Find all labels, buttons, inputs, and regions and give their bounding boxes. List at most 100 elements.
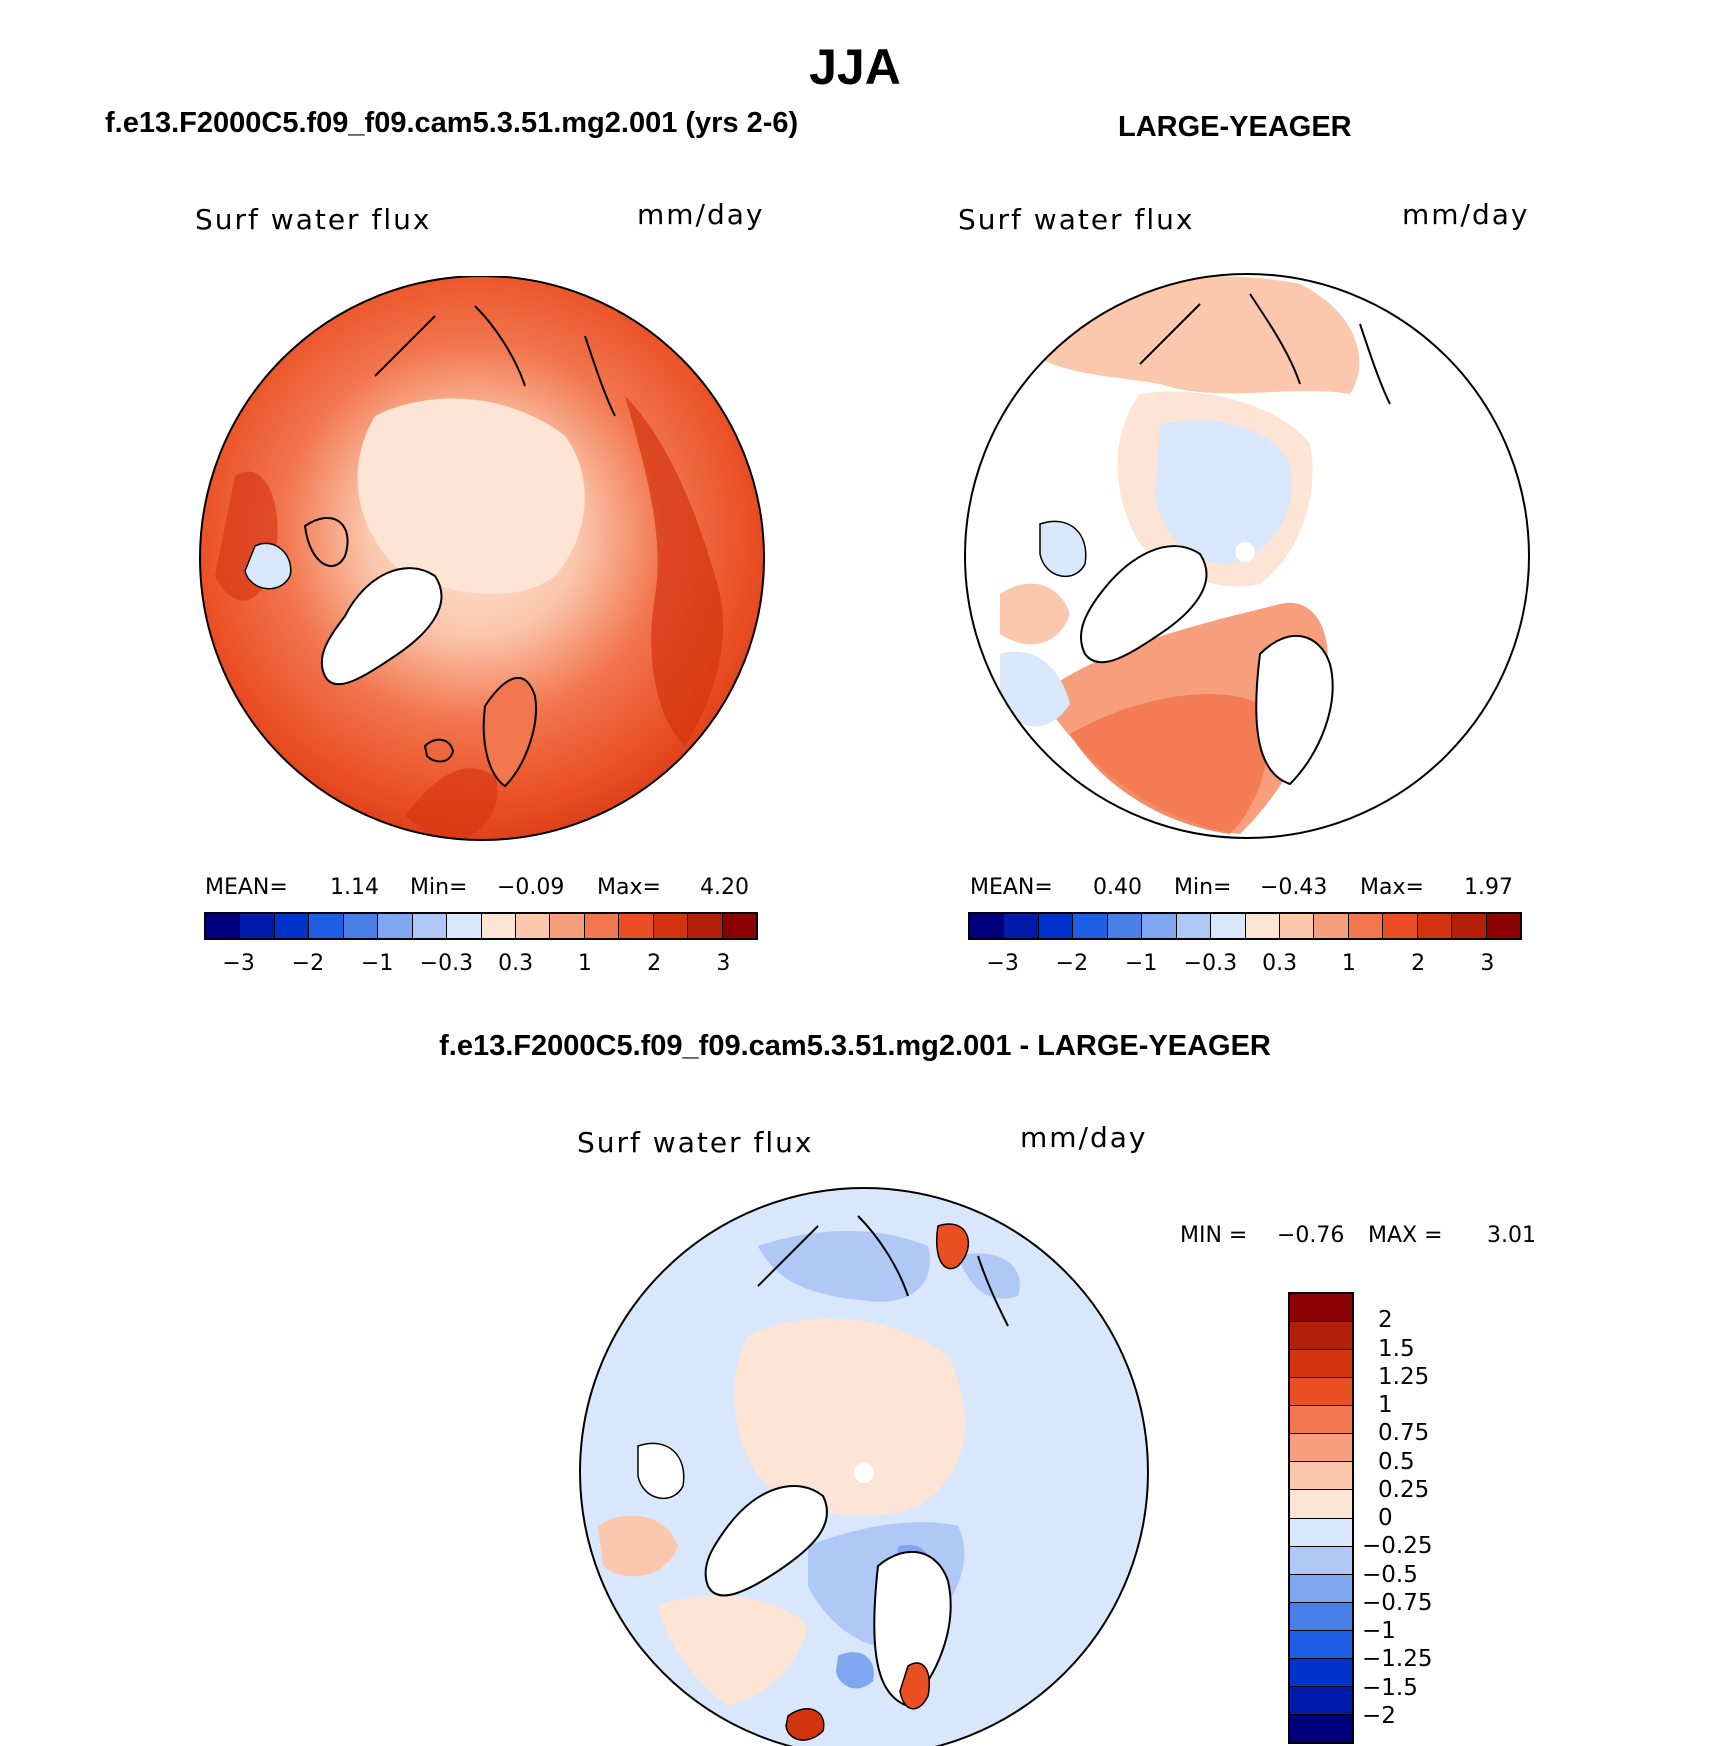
model-colorbar-swatch: [309, 914, 344, 938]
obs-colorbar-swatch: [1211, 914, 1246, 938]
model-colorbar-tick-label: −3: [222, 951, 255, 976]
diff-polar-map: [579, 1187, 1149, 1746]
diff-colorbar-swatch: [1290, 1658, 1352, 1687]
obs-max-label: Max=: [1360, 875, 1424, 900]
diff-colorbar-tick-label: −1.25: [1362, 1646, 1433, 1673]
diff-colorbar-tick-label: −1.5: [1362, 1674, 1418, 1701]
model-ocean-field: [357, 398, 585, 595]
model-scandinavia: [482, 676, 537, 788]
diff-scandinavia: [873, 1550, 952, 1708]
diff-colorbar-tick-label: −0.25: [1362, 1533, 1433, 1560]
model-colorbar-swatch: [481, 914, 516, 938]
obs-colorbar-tick-label: 2: [1411, 951, 1426, 976]
model-colorbar-ticks: −3 −2 −1 −0.3 0.3 1 2 3: [204, 951, 758, 981]
diff-min-value: −0.76: [1277, 1223, 1345, 1248]
diff-colorbar-swatch: [1290, 1434, 1352, 1463]
diff-colorbar-swatch: [1290, 1686, 1352, 1715]
model-colorbar-swatch: [240, 914, 275, 938]
model-min-label: Min=: [410, 875, 468, 900]
model-colorbar-tick-label: −0.3: [419, 951, 474, 976]
obs-colorbar-swatch: [1486, 914, 1520, 938]
model-colorbar-swatch: [274, 914, 310, 938]
obs-colorbar-swatch: [1107, 914, 1143, 938]
diff-colorbar-swatch: [1290, 1630, 1352, 1659]
obs-colorbar-tick-label: −2: [1055, 951, 1089, 976]
obs-colorbar-swatch: [1279, 914, 1315, 938]
diff-colorbar-tick-label: 2: [1378, 1307, 1393, 1334]
obs-ocean-field: [1155, 420, 1292, 564]
diff-colorbar-tick-label: 0.75: [1378, 1420, 1430, 1447]
diff-colorbar-tick-label: −0.75: [1362, 1589, 1433, 1616]
diff-variable-label: Surf water flux: [577, 1126, 814, 1159]
diff-colorbar-tick-label: 1.5: [1378, 1335, 1415, 1362]
model-colorbar-swatch: [412, 914, 448, 938]
model-colorbar-swatch: [515, 914, 551, 938]
model-units-label: mm/day: [637, 198, 765, 231]
obs-colorbar-tick-label: 3: [1480, 951, 1495, 976]
diff-colorbar-tick-label: 0.25: [1378, 1476, 1430, 1503]
diff-colorbar-swatch: [1290, 1462, 1352, 1491]
model-max-label: Max=: [597, 875, 661, 900]
obs-colorbar-swatch: [1417, 914, 1453, 938]
diff-colorbar-swatch: [1290, 1294, 1352, 1323]
model-colorbar-tick-label: 3: [716, 951, 731, 976]
model-mean-value: 1.14: [330, 875, 379, 900]
diff-colorbar-swatch: [1290, 1714, 1352, 1742]
diff-colorbar-tick-label: −0.5: [1362, 1561, 1418, 1588]
model-colorbar-swatch: [206, 914, 241, 938]
diff-colorbar-swatch: [1290, 1406, 1352, 1435]
model-colorbar-swatch: [343, 914, 379, 938]
obs-scandinavia: [1255, 635, 1334, 786]
diff-panel-title: f.e13.F2000C5.f09_f09.cam5.3.51.mg2.001 …: [439, 1030, 1271, 1062]
model-colorbar-swatch: [653, 914, 689, 938]
diff-ocean-field: [734, 1318, 965, 1516]
diff-units-label: mm/day: [1020, 1121, 1148, 1154]
diff-colorbar-swatch: [1290, 1350, 1352, 1379]
diff-max-value: 3.01: [1487, 1223, 1536, 1248]
diff-colorbar-swatch: [1290, 1490, 1352, 1519]
diff-min-label: MIN =: [1180, 1223, 1248, 1248]
model-colorbar-tick-label: 2: [647, 951, 662, 976]
diff-colorbar-tick-label: 0: [1378, 1505, 1393, 1531]
diff-colorbar-swatch: [1290, 1602, 1352, 1631]
model-min-value: −0.09: [497, 875, 565, 900]
model-variable-label: Surf water flux: [195, 203, 432, 236]
obs-colorbar-ticks: −3 −2 −1 −0.3 0.3 1 2 3: [968, 951, 1522, 981]
model-max-value: 4.20: [700, 875, 749, 900]
obs-colorbar-tick-label: −3: [986, 951, 1019, 976]
obs-polar-map: [964, 273, 1530, 839]
main-title: JJA: [809, 39, 901, 95]
obs-colorbar-swatch: [1004, 914, 1039, 938]
obs-colorbar: [968, 912, 1522, 940]
diff-colorbar-ticks: 2 1.5 1.25 1 0.75 0.5 0.25 0 −0.25 −0.5 −0.75 −1 −1.…: [1362, 1292, 1452, 1744]
obs-colorbar-tick-label: −1: [1124, 951, 1158, 976]
diff-colorbar-swatch: [1290, 1378, 1352, 1407]
obs-mean-label: MEAN=: [970, 875, 1053, 900]
obs-min-value: −0.43: [1260, 875, 1328, 900]
diff-colorbar-swatch: [1290, 1574, 1352, 1603]
model-colorbar-swatch: [619, 914, 654, 938]
diff-colorbar-swatch: [1290, 1546, 1352, 1575]
obs-panel-title: LARGE-YEAGER: [1118, 111, 1352, 143]
model-colorbar-swatch: [584, 914, 620, 938]
obs-colorbar-swatch: [1348, 914, 1384, 938]
model-polar-map: [199, 276, 765, 841]
obs-colorbar-swatch: [1245, 914, 1280, 938]
obs-units-label: mm/day: [1402, 198, 1530, 231]
diff-colorbar-tick-label: 0.5: [1378, 1448, 1415, 1475]
model-colorbar-swatch: [447, 914, 482, 938]
model-colorbar-swatch: [550, 914, 585, 938]
model-greenland: [320, 567, 443, 686]
diff-colorbar-swatch: [1290, 1518, 1352, 1547]
diff-greenland: [704, 1485, 828, 1597]
model-colorbar: [204, 912, 758, 940]
model-mean-label: MEAN=: [205, 875, 288, 900]
obs-greenland: [1080, 545, 1208, 664]
model-colorbar-tick-label: 1: [577, 951, 592, 976]
obs-colorbar-swatch: [1038, 914, 1074, 938]
obs-colorbar-swatch: [1142, 914, 1177, 938]
diff-colorbar-tick-label: −2: [1362, 1702, 1396, 1729]
model-colorbar-tick-label: 0.3: [498, 951, 534, 976]
model-colorbar-tick-label: −2: [291, 951, 325, 976]
diff-colorbar-tick-label: 1.25: [1378, 1363, 1430, 1390]
